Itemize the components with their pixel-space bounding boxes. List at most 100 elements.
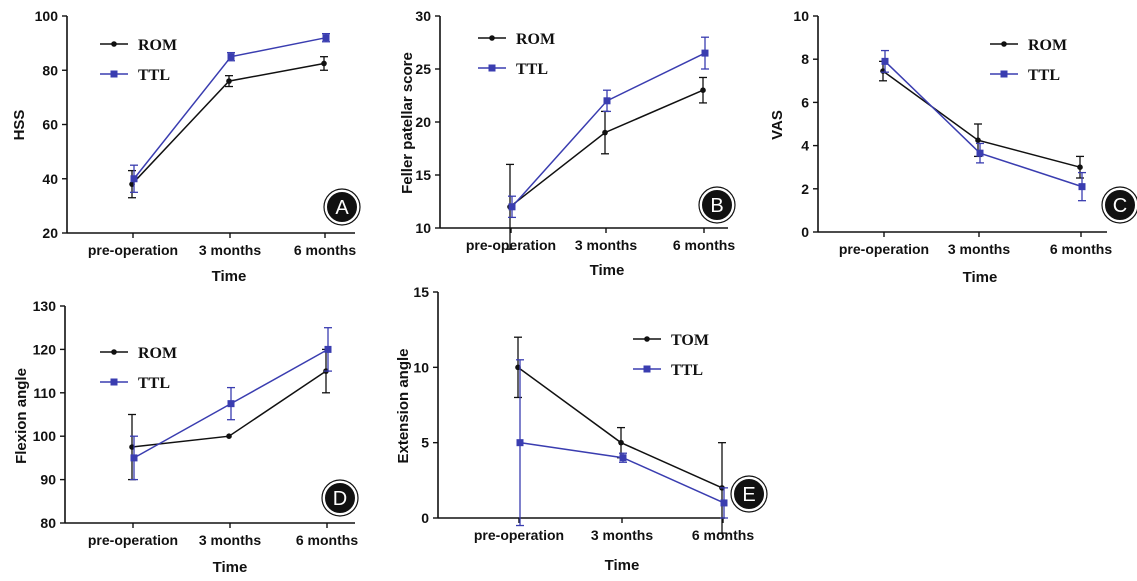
data-point xyxy=(881,57,889,65)
y-axis-title: Extension angle xyxy=(395,348,412,463)
series-ttl xyxy=(516,359,728,527)
data-point xyxy=(508,203,516,211)
panel-label: C xyxy=(1113,195,1127,217)
data-point xyxy=(619,454,627,462)
legend-label: TTL xyxy=(138,67,170,84)
data-point xyxy=(130,454,138,462)
data-point xyxy=(226,78,232,84)
y-tick-label: 15 xyxy=(413,284,429,300)
y-tick-label: 8 xyxy=(801,51,809,67)
data-point xyxy=(700,87,706,93)
legend-marker xyxy=(488,64,496,72)
x-axis-title: Time xyxy=(963,269,998,286)
data-point xyxy=(227,53,235,61)
x-tick-label: 3 months xyxy=(575,237,637,253)
data-point xyxy=(516,439,524,447)
data-point xyxy=(321,60,327,67)
panel-badge xyxy=(1103,188,1137,222)
chart-panel-c: 0 2 4 6 8 10 pre-operation 3 months 6 months Time… xyxy=(769,8,1137,286)
y-axis-title: VAS xyxy=(769,110,786,140)
data-point xyxy=(322,34,330,42)
x-axis-title: Time xyxy=(605,557,640,574)
data-point xyxy=(975,137,981,143)
panel-badge-ring xyxy=(321,479,359,517)
y-tick-label: 5 xyxy=(421,435,429,451)
y-tick-label: 100 xyxy=(35,8,59,24)
x-tick-label: pre-operation xyxy=(88,242,178,258)
y-tick-label: 80 xyxy=(42,62,58,78)
chart-panel-d: 80 90 100 110 120 130 pre-operation 3 months 6 m… xyxy=(13,298,359,576)
x-axis-title: Time xyxy=(213,559,248,576)
y-tick-label: 0 xyxy=(421,510,429,526)
legend-label: TTL xyxy=(1028,67,1060,84)
series-rom xyxy=(128,348,330,481)
legend-label: ROM xyxy=(516,31,555,48)
data-point xyxy=(720,499,728,507)
x-tick-label: 6 months xyxy=(673,237,735,253)
panel-badge xyxy=(700,188,734,222)
legend-marker xyxy=(111,349,117,355)
data-point xyxy=(130,175,138,183)
y-tick-label: 6 xyxy=(801,94,809,110)
panel-badge xyxy=(732,477,766,511)
data-point xyxy=(976,149,984,157)
x-tick-label: pre-operation xyxy=(474,527,564,543)
y-tick-label: 120 xyxy=(33,341,57,357)
y-axis-title: Feller patellar score xyxy=(399,52,416,194)
series-ttl xyxy=(881,49,1086,202)
y-tick-label: 15 xyxy=(415,167,431,183)
y-tick-label: 10 xyxy=(413,359,429,375)
legend-marker xyxy=(111,41,117,47)
x-tick-label: 6 months xyxy=(296,532,358,548)
data-point xyxy=(602,129,608,136)
panel-label: A xyxy=(335,197,349,219)
legend-label: TTL xyxy=(671,362,703,379)
panel-label: E xyxy=(742,484,755,506)
y-tick-label: 130 xyxy=(33,298,57,314)
data-point xyxy=(324,345,332,353)
legend-marker xyxy=(644,336,650,342)
legend-label: TTL xyxy=(516,61,548,78)
series-ttl xyxy=(130,327,332,481)
x-tick-label: pre-operation xyxy=(466,237,556,253)
x-tick-label: 3 months xyxy=(591,527,653,543)
legend-label: TOM xyxy=(671,332,709,349)
x-tick-label: 3 months xyxy=(199,532,261,548)
y-axis-title: HSS xyxy=(11,110,28,141)
y-tick-label: 40 xyxy=(42,171,58,187)
series-ttl xyxy=(508,36,709,219)
panel-badge-ring xyxy=(323,188,361,226)
legend-marker xyxy=(1001,41,1007,47)
legend-marker xyxy=(489,35,495,41)
x-axis-title: Time xyxy=(212,268,247,285)
data-point xyxy=(1078,183,1086,191)
chart-panel-a: 20 40 60 80 100 pre-operation 3 months 6 months… xyxy=(11,8,361,285)
legend-marker xyxy=(1000,70,1008,78)
x-tick-label: pre-operation xyxy=(839,241,929,257)
legend-label: ROM xyxy=(138,37,177,54)
series-line-ttl xyxy=(519,441,725,504)
legend-marker xyxy=(643,365,651,373)
panel-badge-ring xyxy=(730,475,768,513)
series-ttl xyxy=(130,32,330,193)
y-tick-label: 2 xyxy=(801,181,809,197)
y-tick-label: 100 xyxy=(33,428,57,444)
x-tick-label: 6 months xyxy=(1050,241,1112,257)
panel-label: D xyxy=(333,488,347,510)
y-tick-label: 4 xyxy=(801,138,809,154)
legend-marker xyxy=(110,70,118,78)
panel-badge xyxy=(323,481,357,515)
y-tick-label: 80 xyxy=(40,515,56,531)
x-tick-label: 6 months xyxy=(692,527,754,543)
y-tick-label: 60 xyxy=(42,117,58,133)
data-point xyxy=(227,400,235,408)
data-point xyxy=(603,97,611,105)
y-axis-title: Flexion angle xyxy=(13,368,30,464)
panel-label: B xyxy=(710,195,723,217)
x-tick-label: 3 months xyxy=(199,242,261,258)
panel-badge xyxy=(325,190,359,224)
panel-badge-ring xyxy=(1101,186,1137,224)
y-tick-label: 25 xyxy=(415,61,431,77)
y-tick-label: 20 xyxy=(415,114,431,130)
